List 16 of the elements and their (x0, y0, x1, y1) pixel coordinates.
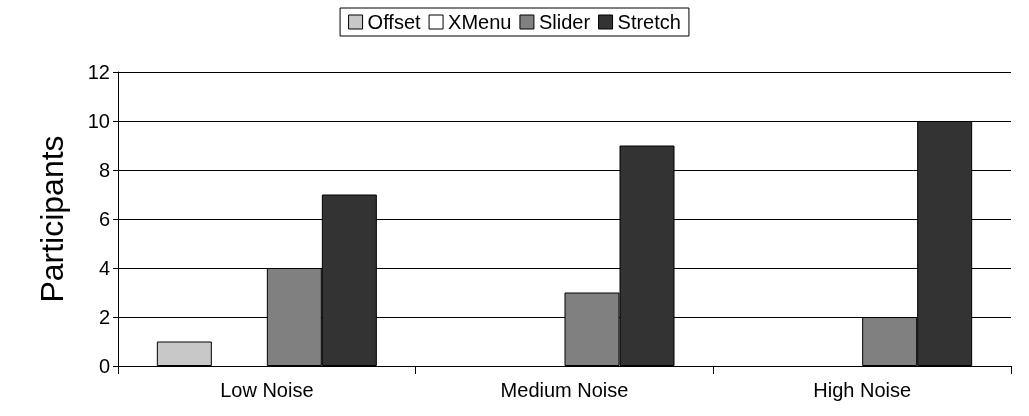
y-tick-label: 10 (87, 110, 110, 132)
x-tick-label: Low Noise (220, 379, 314, 401)
legend-label: Offset (367, 11, 422, 33)
y-tick-label: 6 (98, 208, 110, 230)
x-tick-label: High Noise (813, 379, 912, 401)
y-tick-label: 8 (98, 159, 110, 181)
bar (156, 341, 212, 366)
legend-label: Stretch (617, 11, 681, 33)
x-tick-label: Medium Noise (500, 379, 629, 401)
y-tick-label: 4 (98, 257, 110, 279)
y-tick-label: 0 (98, 355, 110, 377)
y-tick-label: 12 (87, 61, 110, 83)
legend-label: Slider (538, 11, 591, 33)
legend-label: XMenu (448, 11, 512, 33)
y-axis-title: Participants (34, 135, 70, 303)
y-tick-label: 2 (98, 306, 110, 328)
